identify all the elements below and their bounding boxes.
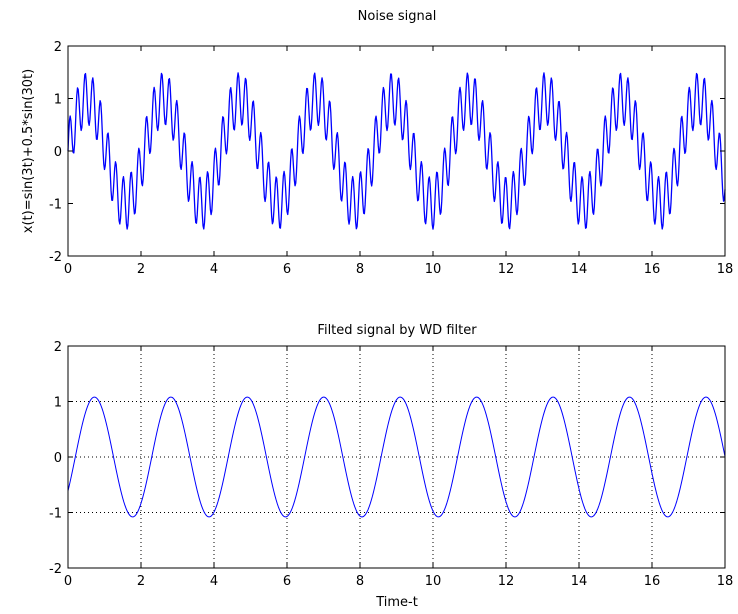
noise-plot-ylabel: x(t)=sin(3t)+0.5*sin(30t) [21, 69, 36, 233]
filtered-plot-xtick-label: 12 [498, 574, 515, 589]
filtered-plot-xtick-label: 14 [571, 574, 588, 589]
noise-plot-xtick-label: 4 [210, 262, 218, 277]
filtered-plot-xtick-label: 6 [283, 574, 291, 589]
filtered-plot-xtick-label: 0 [64, 574, 72, 589]
filtered-plot-title: Filted signal by WD filter [317, 323, 477, 338]
noise-plot-xtick-label: 8 [356, 262, 364, 277]
noise-plot-ytick-label: -2 [49, 250, 62, 265]
noise-signal-plot: Noise signal x(t)=sin(3t)+0.5*sin(30t) 0… [21, 9, 733, 277]
noise-plot-ytick-label: 0 [54, 145, 62, 160]
noise-plot-xtick-label: 10 [425, 262, 442, 277]
filtered-plot-xlabel: Time-t [375, 595, 418, 610]
noise-plot-xtick-label: 0 [64, 262, 72, 277]
noise-plot-ytick-label: 2 [54, 40, 62, 55]
filtered-plot-xtick-label: 4 [210, 574, 218, 589]
noise-plot-axes-box [67, 45, 726, 257]
noise-plot-title: Noise signal [358, 9, 437, 24]
filtered-plot-ytick-label: -1 [49, 507, 62, 522]
filtered-plot-ytick-label: 2 [54, 340, 62, 355]
noise-plot-xtick-label: 18 [717, 262, 734, 277]
filtered-plot-ytick-label: 1 [54, 396, 62, 411]
filtered-plot-xtick-label: 18 [717, 574, 734, 589]
noise-plot-xtick-label: 12 [498, 262, 515, 277]
noise-plot-xtick-label: 6 [283, 262, 291, 277]
filtered-plot-xtick-label: 2 [137, 574, 145, 589]
filtered-signal-plot: Filted signal by WD filter Time-t 0 2 4 6 8 1… [49, 323, 733, 610]
noise-plot-xtick-label: 14 [571, 262, 588, 277]
filtered-plot-xtick-label: 10 [425, 574, 442, 589]
noise-plot-xtick-label: 16 [644, 262, 661, 277]
noise-plot-ytick-label: -1 [49, 198, 62, 213]
filtered-plot-series-line [67, 396, 726, 518]
filtered-plot-ytick-label: -2 [49, 562, 62, 577]
filtered-plot-xtick-label: 16 [644, 574, 661, 589]
noise-plot-ytick-label: 1 [54, 93, 62, 108]
noise-plot-series-line [67, 72, 726, 230]
filtered-plot-ytick-label: 0 [54, 451, 62, 466]
filtered-plot-xtick-label: 8 [356, 574, 364, 589]
noise-plot-xtick-label: 2 [137, 262, 145, 277]
